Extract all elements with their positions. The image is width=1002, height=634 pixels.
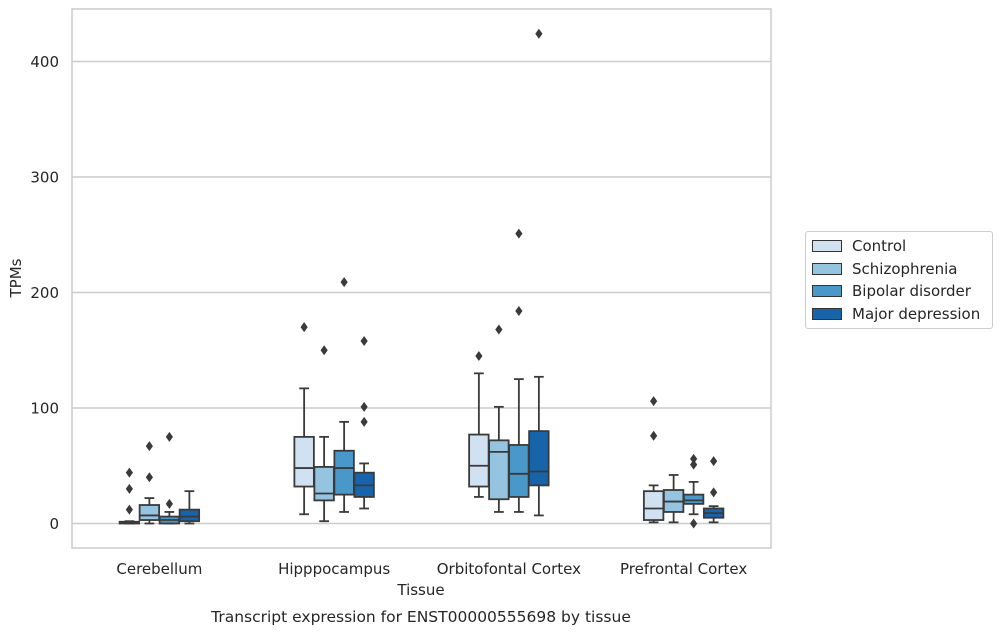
box-iqr — [488, 439, 510, 501]
outlier-point — [145, 441, 153, 452]
outlier-point — [360, 336, 368, 347]
legend-swatch — [812, 262, 842, 275]
legend-item: Bipolar disorder — [806, 280, 992, 303]
legend-item: Schizophrenia — [806, 258, 992, 281]
box-bipolar-disorder — [682, 453, 705, 529]
outlier-point — [710, 456, 718, 467]
box-major-depression — [353, 336, 375, 510]
legend-label: Control — [852, 237, 907, 256]
box-major-depression — [178, 490, 201, 525]
legend-swatch — [812, 285, 842, 298]
legend-swatch — [812, 307, 842, 320]
box-schizophrenia — [313, 345, 335, 523]
box-control — [468, 351, 490, 498]
box-iqr — [508, 444, 530, 498]
y-tick-label: 200 — [30, 284, 59, 302]
outlier-point — [710, 487, 718, 498]
outlier-point — [125, 483, 133, 494]
y-axis-label: TPMs — [7, 258, 25, 298]
box-iqr — [293, 435, 315, 488]
x-tick-label: Cerebellum — [116, 560, 202, 578]
outlier-point — [495, 324, 503, 335]
outlier-point — [515, 305, 523, 316]
y-tick-label: 300 — [30, 169, 59, 187]
outlier-point — [125, 467, 133, 478]
legend-label: Schizophrenia — [852, 259, 958, 278]
x-tick-label: Orbitofontal Cortex — [437, 560, 581, 578]
box-iqr — [682, 493, 705, 505]
box-control — [293, 322, 315, 516]
outlier-point — [535, 28, 543, 39]
box-control — [118, 467, 141, 525]
box-iqr — [333, 449, 355, 496]
outlier-point — [690, 453, 698, 464]
outlier-point — [165, 498, 173, 509]
box-bipolar-disorder — [508, 228, 530, 513]
x-axis-label: Tissue — [396, 581, 444, 599]
box-schizophrenia — [138, 441, 161, 525]
x-tick-label: Hipppocampus — [278, 560, 390, 578]
outlier-point — [650, 396, 658, 407]
outlier-point — [145, 472, 153, 483]
legend-item: Major depression — [806, 303, 992, 326]
plot-frame — [71, 8, 772, 549]
box-iqr — [313, 466, 335, 502]
box-major-depression — [528, 28, 550, 517]
outlier-point — [690, 518, 698, 529]
x-tick-labels: Cerebellum Hipppocampus Orbitofontal Corte… — [116, 560, 747, 578]
legend-swatch — [812, 240, 842, 253]
y-tick-label: 0 — [49, 515, 59, 533]
boxes-layer — [118, 28, 725, 529]
outlier-point — [340, 277, 348, 288]
outlier-point — [320, 345, 328, 356]
legend-label: Major depression — [852, 304, 981, 323]
box-iqr — [468, 433, 490, 488]
box-iqr — [178, 508, 201, 523]
chart-title: Transcript expression for ENST0000055569… — [210, 608, 631, 626]
outlier-point — [515, 228, 523, 239]
outlier-point — [165, 431, 173, 442]
legend-item: Control — [806, 235, 992, 258]
box-schizophrenia — [488, 324, 510, 513]
box-control — [642, 396, 665, 524]
box-iqr — [138, 504, 161, 521]
y-tick-labels: 0 100 200 300 400 — [30, 53, 59, 533]
outlier-point — [690, 459, 698, 470]
outlier-point — [125, 504, 133, 515]
outlier-point — [360, 416, 368, 427]
box-iqr — [642, 490, 665, 521]
outlier-point — [300, 322, 308, 333]
box-schizophrenia — [662, 474, 685, 524]
y-tick-label: 100 — [30, 400, 59, 418]
box-iqr — [528, 430, 550, 487]
outlier-point — [360, 401, 368, 412]
outlier-point — [475, 351, 483, 362]
box-major-depression — [702, 456, 725, 524]
outlier-point — [650, 430, 658, 441]
x-tick-label: Prefrontal Cortex — [620, 560, 747, 578]
y-tick-label: 400 — [30, 53, 59, 71]
legend: Control Schizophrenia Bipolar disorder Majo… — [805, 231, 993, 329]
legend-label: Bipolar disorder — [852, 282, 971, 301]
